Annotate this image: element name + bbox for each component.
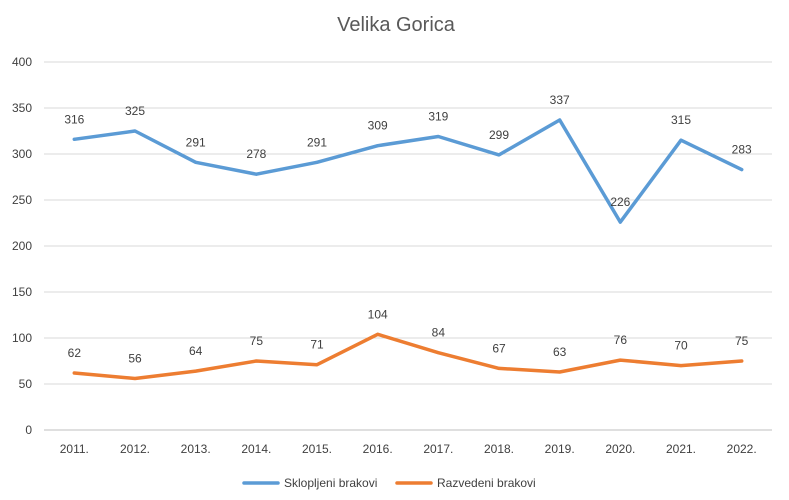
- y-tick-label: 100: [12, 331, 32, 345]
- data-point: [436, 351, 440, 355]
- y-tick-label: 50: [19, 377, 33, 391]
- data-point: [618, 220, 622, 224]
- data-point: [72, 137, 76, 141]
- data-point: [315, 160, 319, 164]
- data-point: [558, 118, 562, 122]
- x-tick-label: 2015.: [302, 442, 332, 456]
- x-tick-label: 2013.: [181, 442, 211, 456]
- data-label: 309: [368, 119, 388, 133]
- y-tick-label: 200: [12, 239, 32, 253]
- y-tick-label: 150: [12, 285, 32, 299]
- series-line-2: [72, 332, 744, 381]
- data-point: [133, 129, 137, 133]
- series-line-1: [72, 118, 744, 224]
- data-label: 75: [735, 334, 749, 348]
- data-label: 319: [428, 110, 448, 124]
- y-tick-label: 400: [12, 55, 32, 69]
- data-point: [618, 358, 622, 362]
- data-point: [497, 366, 501, 370]
- legend-label: Razvedeni brakovi: [437, 476, 536, 490]
- x-tick-label: 2018.: [484, 442, 514, 456]
- x-tick-label: 2016.: [363, 442, 393, 456]
- data-label: 104: [368, 307, 388, 321]
- legend: Sklopljeni brakovi Razvedeni brakovi: [242, 476, 536, 490]
- data-point: [558, 370, 562, 374]
- data-label: 70: [674, 339, 688, 353]
- data-point: [679, 364, 683, 368]
- data-label: 56: [128, 351, 142, 365]
- data-point: [436, 135, 440, 139]
- y-tick-label: 300: [12, 147, 32, 161]
- data-point: [194, 160, 198, 164]
- data-label: 75: [250, 334, 264, 348]
- data-label: 62: [68, 346, 82, 360]
- x-tick-label: 2014.: [241, 442, 271, 456]
- x-tick-label: 2011.: [60, 442, 89, 456]
- series-lines: [72, 118, 744, 381]
- data-point: [376, 144, 380, 148]
- y-tick-label: 0: [25, 423, 32, 437]
- data-label: 325: [125, 104, 145, 118]
- data-labels: 316 325 291 278 291 309 319 299 337 226 315 283 62 56…: [64, 93, 752, 366]
- data-point: [376, 332, 380, 336]
- chart-title: Velika Gorica: [337, 14, 456, 36]
- y-axis-ticks: 0 50 100 150 200 250 300 350 400: [12, 55, 32, 437]
- x-tick-label: 2012.: [120, 442, 150, 456]
- x-tick-label: 2021.: [666, 442, 696, 456]
- data-label: 84: [432, 326, 446, 340]
- data-label: 64: [189, 344, 203, 358]
- data-label: 278: [246, 147, 266, 161]
- x-tick-label: 2019.: [545, 442, 575, 456]
- data-label: 71: [310, 338, 324, 352]
- data-point: [679, 138, 683, 142]
- data-label: 283: [732, 143, 752, 157]
- data-label: 67: [492, 341, 506, 355]
- data-label: 226: [610, 195, 630, 209]
- data-point: [72, 371, 76, 375]
- data-point: [133, 376, 137, 380]
- data-point: [740, 168, 744, 172]
- x-tick-label: 2022.: [727, 442, 757, 456]
- data-label: 76: [614, 333, 628, 347]
- data-point: [254, 359, 258, 363]
- gridlines: [44, 61, 772, 431]
- x-axis-ticks: 2011. 2012. 2013. 2014. 2015. 2016. 2017. 2018.…: [60, 442, 757, 456]
- data-point: [254, 172, 258, 176]
- x-tick-label: 2020.: [605, 442, 635, 456]
- legend-label: Sklopljeni brakovi: [284, 476, 377, 490]
- data-label: 299: [489, 128, 509, 142]
- data-label: 291: [307, 135, 327, 149]
- data-label: 316: [64, 112, 84, 126]
- data-label: 337: [550, 93, 570, 107]
- data-point: [315, 363, 319, 367]
- data-point: [497, 153, 501, 157]
- data-label: 315: [671, 113, 691, 127]
- data-label: 63: [553, 345, 567, 359]
- x-tick-label: 2017.: [423, 442, 453, 456]
- y-tick-label: 250: [12, 193, 32, 207]
- y-tick-label: 350: [12, 101, 32, 115]
- data-label: 291: [186, 135, 206, 149]
- data-point: [740, 359, 744, 363]
- data-point: [194, 369, 198, 373]
